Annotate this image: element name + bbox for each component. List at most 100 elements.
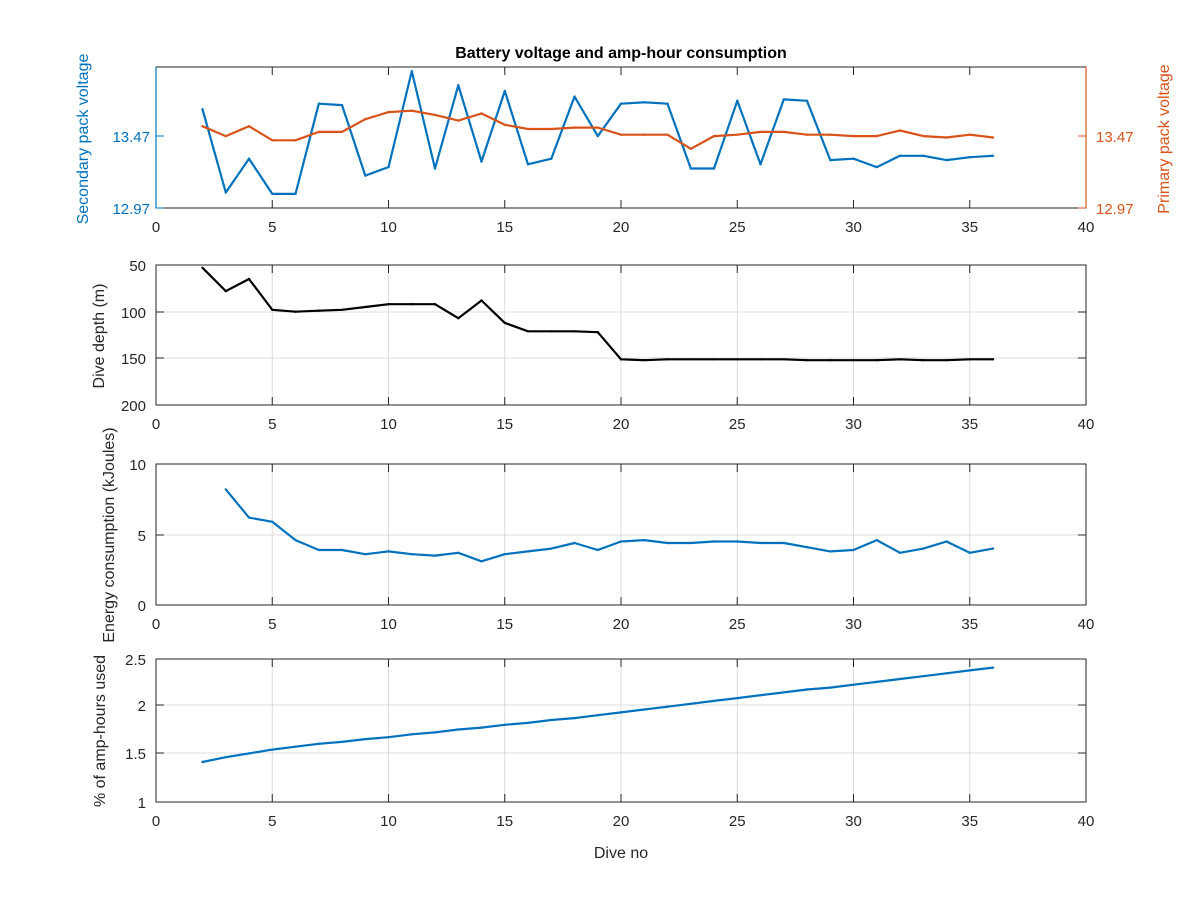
data-point [759,358,762,361]
data-point [573,330,576,333]
data-point [364,174,367,177]
data-point [991,154,995,157]
data-point [689,167,692,170]
data-point [596,548,599,552]
data-point [271,748,274,751]
x-tick-label: 0 [152,416,160,433]
data-point [922,359,925,362]
data-point [247,752,251,755]
x-tick-label: 40 [1078,616,1095,633]
data-point [480,112,483,115]
data-point [643,708,646,711]
data-point [968,669,971,672]
data-point [550,157,553,160]
data-point [736,696,739,700]
data-point [224,134,227,138]
data-point [503,723,506,726]
data-point [294,310,297,313]
data-point [945,158,948,162]
data-point [340,130,344,134]
data-point [782,541,785,545]
data-point [387,736,390,739]
x-tick-label: 35 [961,616,978,633]
data-point [596,331,599,334]
data-point [457,119,460,122]
data-point [410,109,413,112]
y-tick-label-left: 12.97 [112,201,150,218]
data-point [457,317,460,320]
data-point [224,756,227,759]
data-point [898,677,902,681]
data-point [991,136,995,139]
data-point [619,540,623,543]
data-point [619,102,623,105]
data-point [712,358,716,361]
x-tick-label: 40 [1078,219,1095,236]
data-point [898,551,902,554]
data-point [201,125,204,128]
data-point [666,133,669,136]
x-tick-label: 0 [152,616,160,633]
data-point [968,156,971,159]
data-point [340,308,344,311]
x-tick-label: 0 [152,219,160,236]
data-point [666,102,669,105]
data-point [898,129,902,132]
data-point [945,540,948,543]
data-point [805,688,809,691]
data-point [736,99,739,103]
data-point [596,126,599,129]
data-point [829,686,832,689]
data-point [387,303,390,306]
data-point [364,553,367,556]
data-point [898,358,902,361]
data-point [643,359,646,362]
data-point [526,330,530,333]
data-point [364,737,367,741]
data-point [317,102,320,105]
data-point [201,266,204,269]
y-tick-label: 200 [121,398,146,415]
data-point [712,699,716,703]
x-tick-label: 10 [380,813,397,830]
x-tick-label: 40 [1078,813,1095,830]
data-point [503,321,506,325]
data-point [968,358,971,361]
depth-axis-label: Dive depth (m) [91,284,108,389]
data-point [294,745,297,748]
data-point [340,548,344,552]
data-point [387,550,390,553]
data-point [736,540,739,543]
x-tick-label: 30 [845,416,862,433]
data-point [898,154,902,157]
data-point [829,158,832,162]
data-point [805,133,809,136]
data-point [619,711,623,714]
data-point [573,126,576,129]
data-point [457,84,460,87]
data-point [433,113,437,117]
y-tick-label: 10 [129,457,146,474]
data-point [364,118,367,121]
data-point [433,303,437,306]
data-point [247,157,251,160]
data-point [712,134,716,138]
data-point [387,165,390,169]
data-point [643,101,646,104]
data-point [666,541,669,545]
data-point [643,133,646,136]
data-point [689,358,692,361]
x-tick-label: 10 [380,416,397,433]
data-point [317,548,320,552]
data-point [364,305,367,309]
data-point [782,691,785,694]
series-line-main [224,488,994,563]
data-point [805,546,809,549]
x-tick-label: 10 [380,219,397,236]
data-point [247,516,251,519]
data-point [271,520,274,523]
data-point [317,309,320,312]
data-point [433,731,437,734]
data-point [294,192,297,196]
